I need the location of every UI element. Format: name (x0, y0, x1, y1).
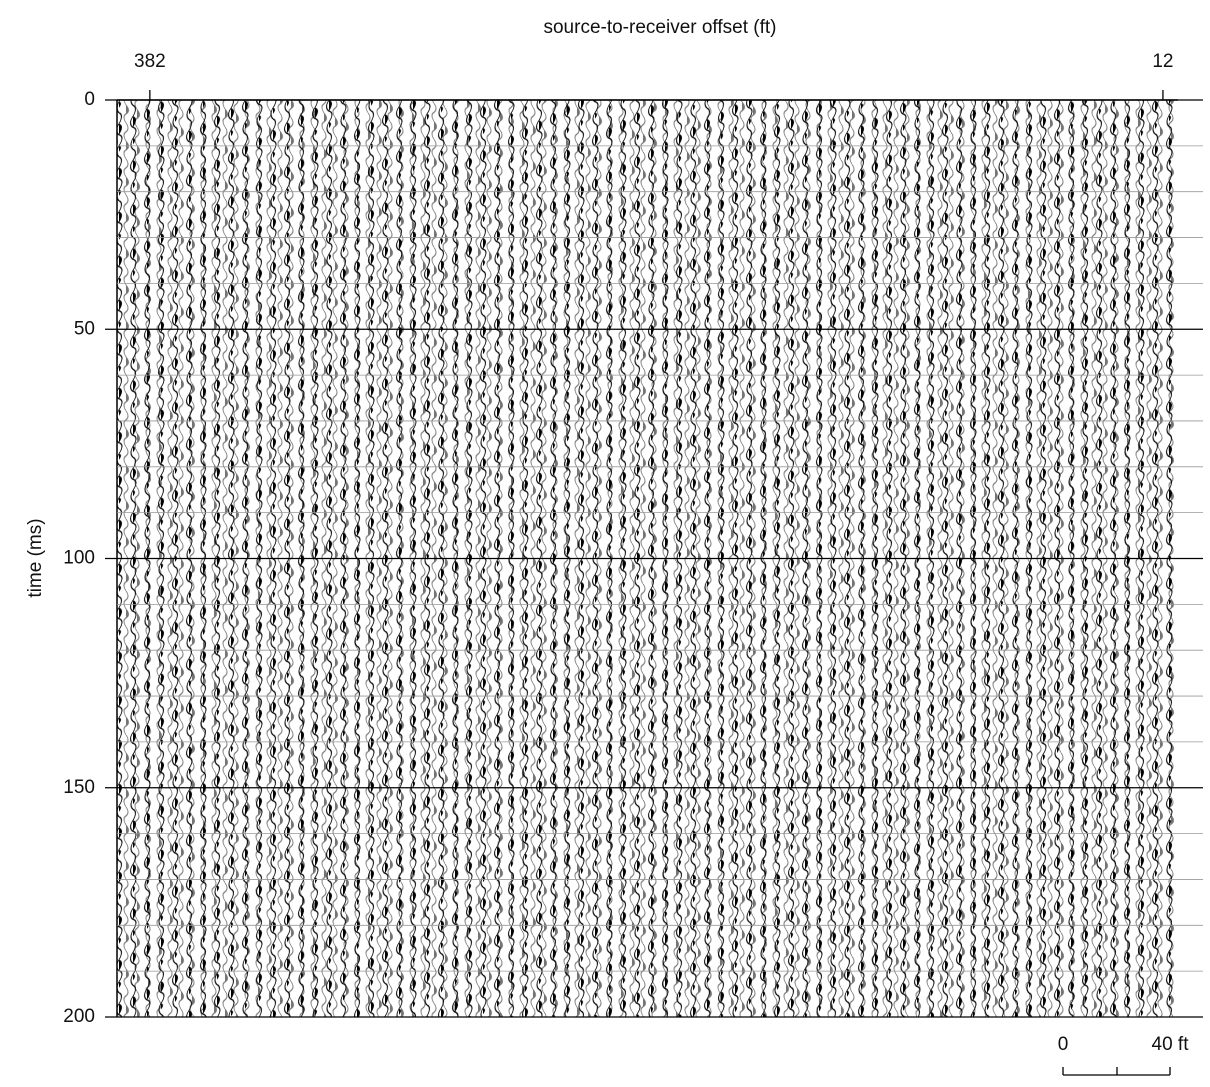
y-tick-label: 0 (84, 89, 95, 110)
x-axis-title: source-to-receiver offset (ft) (543, 17, 776, 38)
x-tick-label: 382 (134, 51, 166, 72)
scale-bar: 0 40 ft (1058, 1034, 1190, 1076)
scale-bar-label: 40 ft (1152, 1034, 1190, 1055)
y-tick-label: 100 (63, 548, 95, 569)
y-axis-title: time (ms) (25, 518, 46, 597)
scale-bar-label: 0 (1058, 1034, 1069, 1055)
x-tick-label: 12 (1152, 51, 1173, 72)
y-tick-label: 50 (74, 318, 95, 339)
y-tick-label: 150 (63, 777, 95, 798)
y-tick-label: 200 (63, 1006, 95, 1027)
